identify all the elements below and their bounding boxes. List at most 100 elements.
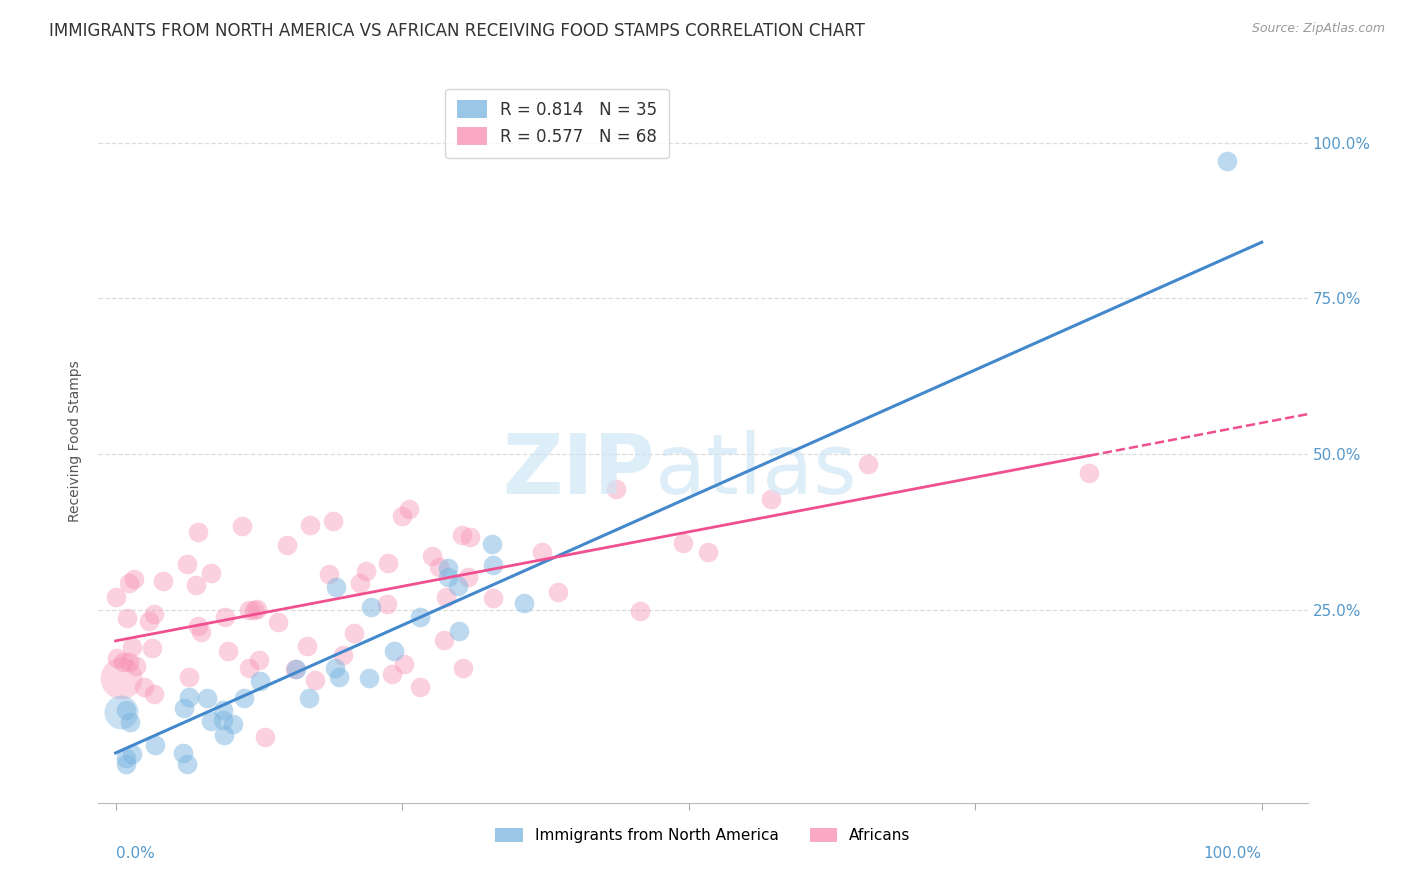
Point [605, 483, 627, 497]
Point [482, 591, 505, 606]
Point [222, 716, 245, 731]
Text: atlas: atlas [655, 430, 856, 511]
Point [354, 564, 377, 578]
Point [176, 757, 198, 772]
Point [1216, 154, 1239, 169]
Point [246, 602, 269, 616]
Point [114, 751, 136, 765]
Point [177, 690, 200, 704]
Point [318, 566, 340, 581]
Point [276, 538, 298, 552]
Point [247, 653, 270, 667]
Point [298, 518, 321, 533]
Point [450, 528, 472, 542]
Point [187, 618, 209, 632]
Point [453, 661, 475, 675]
Point [143, 607, 166, 621]
Point [343, 626, 366, 640]
Point [267, 615, 290, 629]
Point [481, 558, 503, 572]
Point [120, 714, 142, 729]
Point [375, 597, 398, 611]
Point [628, 604, 651, 618]
Point [134, 680, 156, 694]
Point [115, 703, 138, 717]
Point [427, 559, 450, 574]
Point [173, 701, 195, 715]
Point [212, 728, 235, 742]
Point [238, 603, 260, 617]
Point [190, 624, 212, 639]
Point [434, 590, 457, 604]
Point [184, 578, 207, 592]
Point [531, 545, 554, 559]
Point [381, 667, 404, 681]
Point [176, 557, 198, 571]
Point [112, 655, 135, 669]
Point [212, 714, 235, 728]
Point [122, 573, 145, 587]
Point [152, 574, 174, 588]
Point [141, 641, 163, 656]
Point [422, 549, 444, 563]
Point [458, 530, 481, 544]
Point [114, 757, 136, 772]
Text: 100.0%: 100.0% [1204, 847, 1261, 861]
Point [323, 660, 346, 674]
Point [349, 575, 371, 590]
Point [231, 519, 253, 533]
Point [697, 545, 720, 559]
Text: Source: ZipAtlas.com: Source: ZipAtlas.com [1251, 22, 1385, 36]
Point [481, 537, 503, 551]
Point [284, 662, 307, 676]
Point [143, 738, 166, 752]
Point [214, 609, 236, 624]
Point [249, 674, 271, 689]
Point [125, 659, 148, 673]
Point [195, 691, 218, 706]
Point [179, 670, 201, 684]
Point [142, 687, 165, 701]
Point [398, 502, 420, 516]
Point [759, 492, 782, 507]
Point [672, 535, 695, 549]
Point [298, 691, 321, 706]
Point [322, 514, 344, 528]
Point [332, 648, 354, 662]
Point [253, 730, 276, 744]
Point [238, 661, 260, 675]
Point [200, 566, 222, 580]
Point [858, 458, 880, 472]
Point [325, 580, 347, 594]
Point [360, 600, 382, 615]
Legend: Immigrants from North America, Africans: Immigrants from North America, Africans [489, 822, 917, 849]
Point [121, 747, 143, 761]
Point [391, 509, 413, 524]
Point [447, 624, 470, 639]
Text: ZIP: ZIP [502, 430, 655, 511]
Point [377, 556, 399, 570]
Text: IMMIGRANTS FROM NORTH AMERICA VS AFRICAN RECEIVING FOOD STAMPS CORRELATION CHART: IMMIGRANTS FROM NORTH AMERICA VS AFRICAN… [49, 22, 865, 40]
Point [382, 644, 405, 658]
Point [118, 656, 141, 670]
Point [433, 632, 456, 647]
Point [1078, 466, 1101, 480]
Point [217, 644, 239, 658]
Point [436, 561, 458, 575]
Point [110, 706, 132, 720]
Point [200, 714, 222, 729]
Point [121, 640, 143, 654]
Point [232, 691, 254, 706]
Point [447, 579, 470, 593]
Point [172, 746, 194, 760]
Point [117, 611, 139, 625]
Text: 0.0%: 0.0% [115, 847, 155, 861]
Y-axis label: Receiving Food Stamps: Receiving Food Stamps [69, 360, 83, 523]
Point [359, 671, 381, 685]
Point [187, 525, 209, 540]
Point [110, 671, 132, 685]
Point [211, 703, 233, 717]
Point [457, 570, 479, 584]
Point [138, 614, 160, 628]
Point [118, 576, 141, 591]
